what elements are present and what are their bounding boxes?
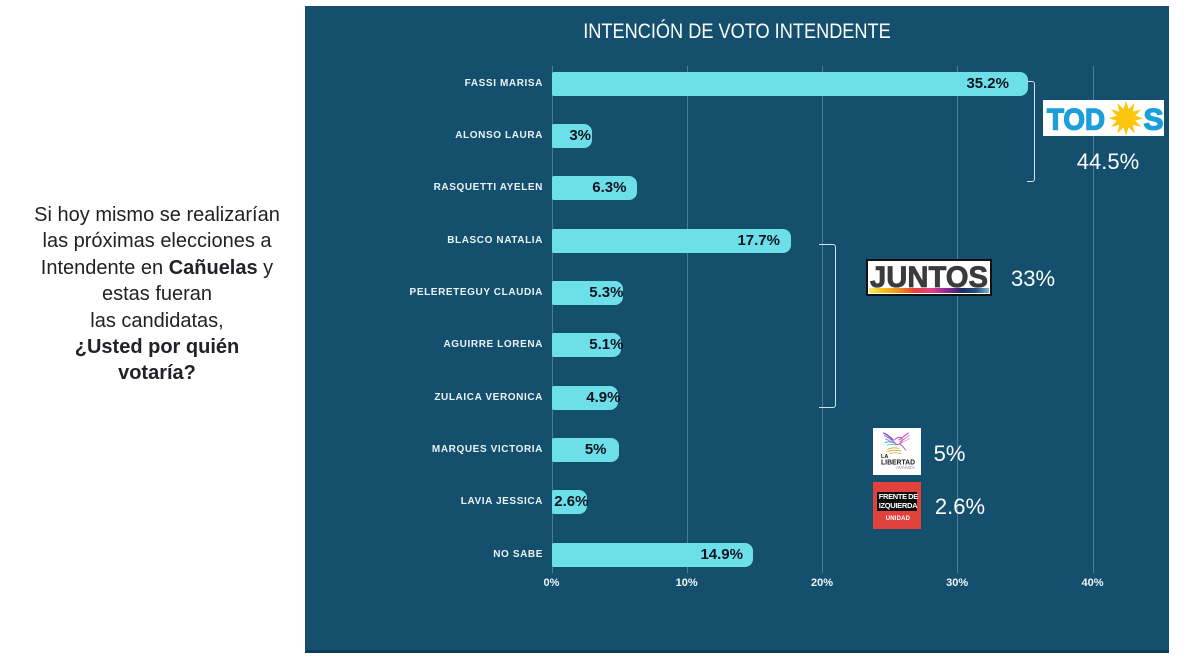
svg-text:LIBERTAD: LIBERTAD <box>881 458 916 467</box>
svg-text:LA: LA <box>881 454 888 460</box>
svg-text:AVANZA: AVANZA <box>896 465 915 470</box>
svg-text:S: S <box>1144 103 1164 136</box>
svg-text:TOD: TOD <box>1047 103 1105 136</box>
